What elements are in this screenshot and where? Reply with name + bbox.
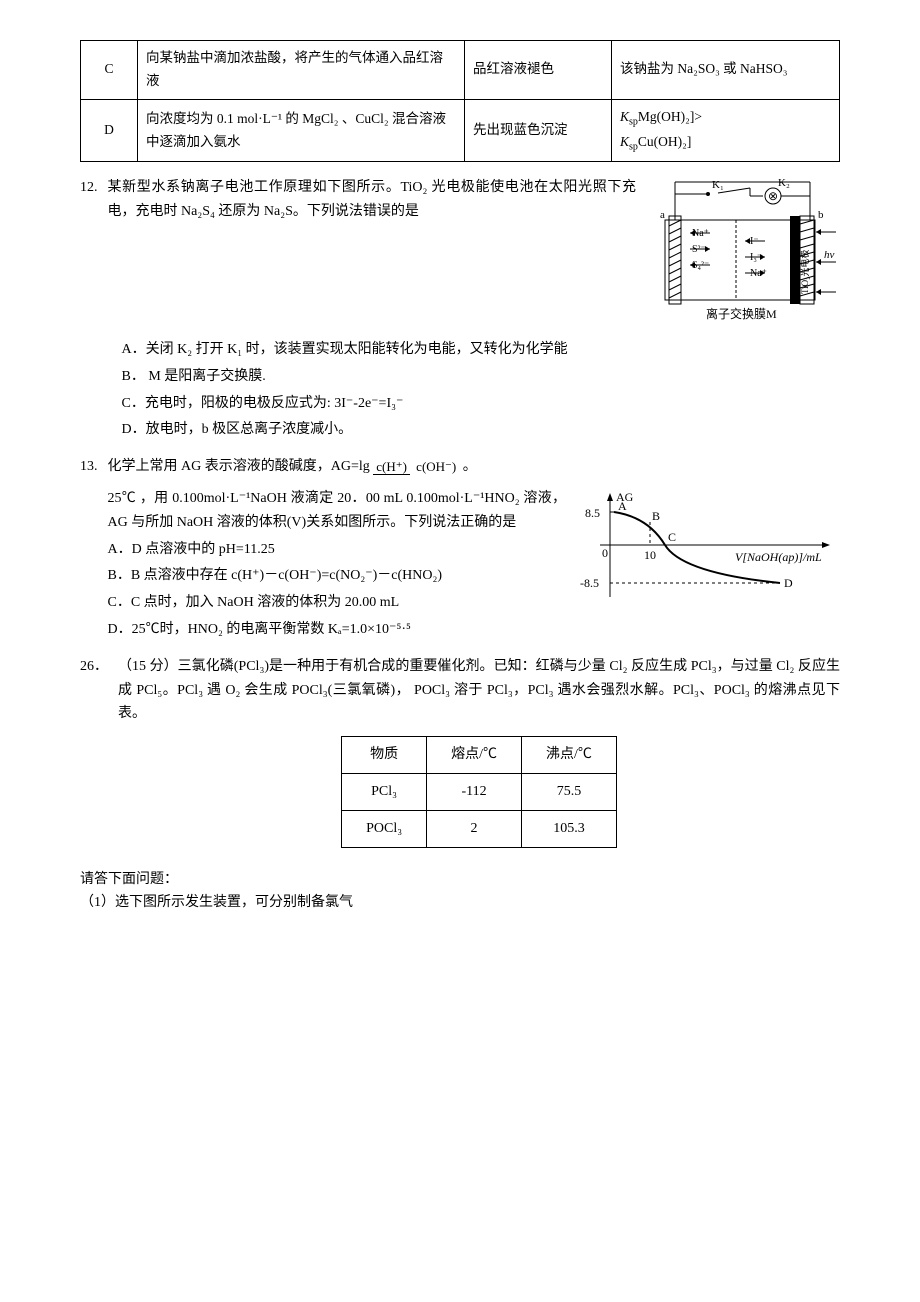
xlabel: V[NaOH(ap)]/mL xyxy=(735,550,822,564)
fraction: c(H⁺) c(OH⁻) xyxy=(373,460,459,474)
ksp-line: KspCu(OH)₂] xyxy=(620,134,691,149)
th: 熔点/℃ xyxy=(427,737,522,774)
td: 75.5 xyxy=(522,774,617,811)
table-row: POCl₃ 2 105.3 xyxy=(342,810,617,847)
choice-a: A．D 点溶液中的 pH=11.25 xyxy=(108,538,567,562)
x-tick: 10 xyxy=(644,548,656,562)
choices: A．D 点溶液中的 pH=11.25 B．B 点溶液中存在 c(H⁺)－c(OH… xyxy=(108,538,567,642)
formula: MgCl₂ xyxy=(302,111,338,126)
td: -112 xyxy=(427,774,522,811)
question-13: 13. 化学上常用 AG 表示溶液的酸碱度，AG=lg c(H⁺) c(OH⁻)… xyxy=(80,455,840,645)
text: Mg(OH)₂]> xyxy=(638,109,702,124)
text: 。 xyxy=(463,459,477,474)
text: Cu(OH)₂] xyxy=(638,134,691,149)
subquestion-1: （1）选下图所示发生装置，可分别制备氯气 xyxy=(80,891,840,915)
switch-k1-label: K₁ xyxy=(712,179,724,191)
hv-label: hv xyxy=(824,249,835,261)
ksp-line: KspMg(OH)₂]> xyxy=(620,109,702,124)
text: 或 xyxy=(720,61,740,76)
table-row: PCl₃ -112 75.5 xyxy=(342,774,617,811)
experiment-table: C 向某钠盐中滴加浓盐酸，将产生的气体通入品红溶液 品红溶液褪色 该钠盐为 Na… xyxy=(80,40,840,162)
text: 向浓度均为 0.1 mol·L⁻¹ 的 xyxy=(146,111,302,126)
choice-a: A．关闭 K₂ 打开 K₁ 时，该装置实现太阳能转化为电能，又转化为化学能 xyxy=(122,338,841,362)
th: 沸点/℃ xyxy=(522,737,617,774)
pointB: B xyxy=(652,509,660,523)
battery-diagram: K₁ ⊗ K₂ xyxy=(650,176,840,326)
choice-d: D．25℃时，HNO₂ 的电离平衡常数 Kₐ=1.0×10⁻⁵·⁵ xyxy=(108,618,567,642)
th: 物质 xyxy=(342,737,427,774)
row-observation: 品红溶液褪色 xyxy=(465,41,612,100)
row-procedure: 向浓度均为 0.1 mol·L⁻¹ 的 MgCl₂ 、CuCl₂ 混合溶液中逐滴… xyxy=(138,99,465,161)
boiling-point-table: 物质 熔点/℃ 沸点/℃ PCl₃ -112 75.5 POCl₃ 2 105.… xyxy=(341,736,617,847)
electrode-a-label: a xyxy=(660,209,665,221)
table-row: D 向浓度均为 0.1 mol·L⁻¹ 的 MgCl₂ 、CuCl₂ 混合溶液中… xyxy=(81,99,840,161)
formula: NaHSO₃ xyxy=(740,61,787,76)
row-observation: 先出现蓝色沉淀 xyxy=(465,99,612,161)
question-number: 12. xyxy=(80,176,98,445)
text: 化学上常用 AG 表示溶液的酸碱度，AG=lg xyxy=(108,459,370,474)
choice-c: C．充电时，阳极的电极反应式为: 3I⁻-2e⁻=I₃⁻ xyxy=(122,392,841,416)
choice-c: C．C 点时，加入 NaOH 溶液的体积为 20.00 mL xyxy=(108,591,567,615)
td: 105.3 xyxy=(522,810,617,847)
text: K xyxy=(620,109,629,124)
row-label: C xyxy=(81,41,138,100)
y-hi: 8.5 xyxy=(585,506,600,520)
text: K xyxy=(620,134,629,149)
fraction-den: c(OH⁻) xyxy=(413,459,459,474)
pointC: C xyxy=(668,530,676,544)
ag-curve-chart: AG V[NaOH(ap)]/mL 8.5 -8.5 10 0 A B xyxy=(580,487,840,617)
question-stem: 某新型水系钠离子电池工作原理如下图所示。TiO₂ 光电极能使电池在太阳光照下充电… xyxy=(108,176,637,224)
td: PCl₃ xyxy=(342,774,427,811)
follow-up-intro: 请答下面问题： xyxy=(80,868,840,892)
text: 该钠盐为 xyxy=(620,61,677,76)
table-row: 物质 熔点/℃ 沸点/℃ xyxy=(342,737,617,774)
choice-b: B．B 点溶液中存在 c(H⁺)－c(OH⁻)=c(NO₂⁻)－c(HNO₂) xyxy=(108,564,567,588)
question-number: 26． xyxy=(80,655,108,858)
choice-b: B． M 是阳离子交换膜. xyxy=(122,365,841,389)
question-12: 12. 某新型水系钠离子电池工作原理如下图所示。TiO₂ 光电极能使电池在太阳光… xyxy=(80,176,840,445)
pointA: A xyxy=(618,499,627,513)
question-26: 26． （15 分）三氯化磷(PCl₃)是一种用于有机合成的重要催化剂。已知：红… xyxy=(80,655,840,858)
question-stem-line1: 化学上常用 AG 表示溶液的酸碱度，AG=lg c(H⁺) c(OH⁻) 。 xyxy=(108,455,841,479)
text: 、 xyxy=(339,111,356,126)
row-procedure: 向某钠盐中滴加浓盐酸，将产生的气体通入品红溶液 xyxy=(138,41,465,100)
origin: 0 xyxy=(602,546,608,560)
choice-d: D．放电时，b 极区总离子浓度减小。 xyxy=(122,418,841,442)
electrode-b-label: b xyxy=(818,209,824,221)
choices: A．关闭 K₂ 打开 K₁ 时，该装置实现太阳能转化为电能，又转化为化学能 B．… xyxy=(122,338,841,442)
question-para: 25℃ ，用 0.100mol·L⁻¹NaOH 液滴定 20．00 mL 0.1… xyxy=(108,487,567,535)
sub: sp xyxy=(629,141,638,152)
row-conclusion: KspMg(OH)₂]> KspCu(OH)₂] xyxy=(612,99,840,161)
membrane-label: 离子交换膜M xyxy=(706,306,777,321)
pointD: D xyxy=(784,576,793,590)
formula: CuCl₂ xyxy=(355,111,388,126)
td: POCl₃ xyxy=(342,810,427,847)
sub: sp xyxy=(629,117,638,128)
tio2-label: TiO₂光电极 xyxy=(799,250,810,294)
row-label: D xyxy=(81,99,138,161)
switch-k2-label: K₂ xyxy=(778,177,790,189)
td: 2 xyxy=(427,810,522,847)
row-conclusion: 该钠盐为 Na₂SO₃ 或 NaHSO₃ xyxy=(612,41,840,100)
question-number: 13. xyxy=(80,455,98,645)
formula: Na₂SO₃ xyxy=(677,61,719,76)
question-stem: （15 分）三氯化磷(PCl₃)是一种用于有机合成的重要催化剂。已知：红磷与少量… xyxy=(118,655,840,726)
table-row: C 向某钠盐中滴加浓盐酸，将产生的气体通入品红溶液 品红溶液褪色 该钠盐为 Na… xyxy=(81,41,840,100)
fraction-num: c(H⁺) xyxy=(373,459,410,475)
lamp-icon: ⊗ xyxy=(768,189,778,203)
y-lo: -8.5 xyxy=(580,576,599,590)
